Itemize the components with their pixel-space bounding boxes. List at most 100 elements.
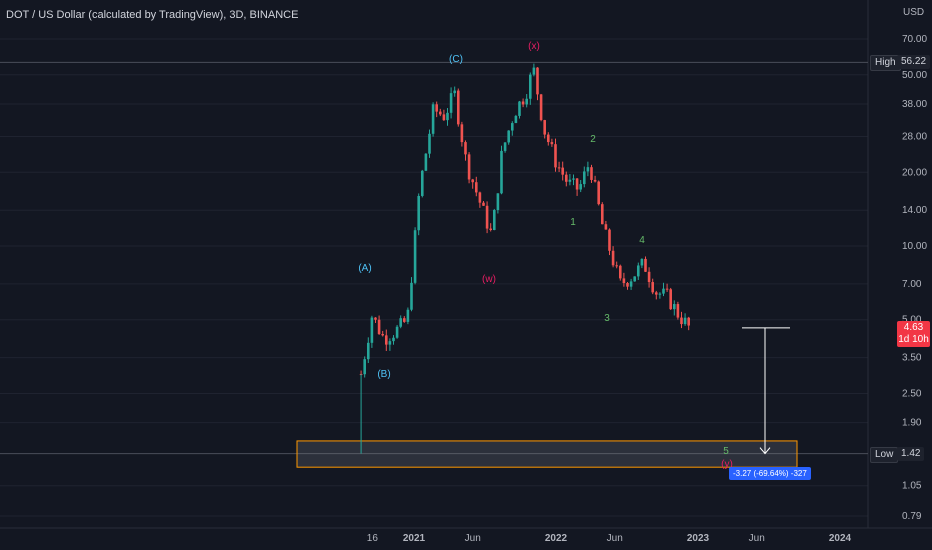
x-axis-tick-label: 2021 bbox=[403, 533, 426, 544]
candle-body bbox=[640, 258, 644, 266]
candle-body bbox=[485, 205, 489, 229]
candle-body bbox=[683, 317, 687, 325]
candle-body bbox=[410, 282, 413, 310]
candle-body bbox=[626, 283, 629, 287]
candle-body bbox=[388, 341, 392, 345]
wave-label-w: (w) bbox=[482, 274, 496, 285]
currency-label: USD bbox=[903, 7, 925, 18]
low-value: 1.42 bbox=[901, 448, 921, 459]
candle-body bbox=[510, 123, 514, 131]
candle-body bbox=[557, 167, 561, 169]
candle-body bbox=[474, 182, 478, 193]
y-axis-tick-label: 38.00 bbox=[902, 99, 927, 110]
candle-body bbox=[680, 317, 683, 325]
wave-label-n4: 4 bbox=[639, 235, 645, 246]
candle-body bbox=[665, 288, 669, 290]
y-axis-tick-label: 1.05 bbox=[902, 481, 922, 492]
candle-body bbox=[536, 67, 539, 95]
last-price-value: 4.63 bbox=[903, 322, 924, 333]
candle-body bbox=[669, 289, 672, 310]
candle-body bbox=[420, 170, 424, 196]
x-axis-tick-label: Jun bbox=[607, 533, 623, 544]
candle-body bbox=[622, 278, 626, 284]
candle-body bbox=[636, 265, 640, 277]
wave-label-x: (x) bbox=[528, 41, 540, 52]
candle-body bbox=[672, 304, 676, 310]
candle-body bbox=[417, 195, 420, 231]
candle-body bbox=[507, 130, 510, 143]
candle-body bbox=[471, 179, 474, 183]
candle-body bbox=[586, 167, 590, 172]
y-axis-tick-label: 7.00 bbox=[902, 279, 922, 290]
y-axis-tick-label: 20.00 bbox=[902, 167, 927, 178]
candle-body bbox=[611, 250, 615, 266]
chart-title: DOT / US Dollar (calculated by TradingVi… bbox=[6, 9, 299, 21]
candle-body bbox=[532, 67, 536, 75]
low-tag: Low bbox=[870, 447, 899, 463]
candle-body bbox=[424, 153, 428, 171]
x-axis-tick-label: 16 bbox=[367, 533, 379, 544]
candle-body bbox=[687, 317, 690, 326]
candle-body bbox=[633, 276, 636, 282]
candle-body bbox=[377, 319, 381, 334]
candle-body bbox=[597, 181, 600, 205]
x-axis-tick-label: 2023 bbox=[687, 533, 710, 544]
wave-label-n5: 5 bbox=[723, 446, 729, 457]
candle-body bbox=[600, 204, 604, 225]
y-axis-tick-label: 2.50 bbox=[902, 388, 922, 399]
candle-body bbox=[449, 93, 453, 113]
candle-body bbox=[500, 150, 503, 194]
candle-body bbox=[654, 292, 658, 295]
x-axis-tick-label: 2024 bbox=[829, 533, 852, 544]
measure-label[interactable]: -3.27 (-69.64%) -327 bbox=[729, 467, 811, 480]
y-axis-tick-label: 1.90 bbox=[902, 418, 922, 429]
candle-body bbox=[568, 179, 572, 182]
last-price-tag: 4.63 1d 10h bbox=[897, 321, 930, 347]
y-axis-tick-label: 0.79 bbox=[902, 511, 922, 522]
candle-body bbox=[478, 192, 482, 203]
candle-body bbox=[593, 179, 597, 182]
candle-body bbox=[492, 210, 496, 230]
candle-body bbox=[618, 265, 622, 279]
y-axis-tick-label: 28.00 bbox=[902, 131, 927, 142]
candle-body bbox=[590, 167, 593, 180]
candle-body bbox=[435, 104, 438, 112]
bar-countdown: 1d 10h bbox=[898, 334, 929, 345]
candle-body bbox=[572, 178, 575, 180]
candle-body bbox=[518, 101, 521, 116]
candle-body bbox=[608, 229, 611, 251]
candle-body bbox=[438, 111, 442, 115]
candle-body bbox=[363, 359, 366, 375]
candle-body bbox=[644, 258, 647, 272]
candle-body bbox=[413, 230, 417, 283]
candle-body bbox=[392, 337, 395, 342]
candle-body bbox=[374, 317, 377, 320]
candle-body bbox=[384, 335, 388, 345]
candle-body bbox=[662, 288, 665, 294]
candle-body bbox=[575, 178, 579, 190]
candle-body bbox=[453, 90, 456, 94]
measure-arrow-head bbox=[759, 447, 771, 455]
wave-label-c: (C) bbox=[449, 54, 463, 65]
target-zone bbox=[296, 440, 798, 468]
candle-body bbox=[446, 112, 449, 121]
candle-body bbox=[676, 304, 680, 318]
wave-label-n3: 3 bbox=[604, 313, 610, 324]
candle-body bbox=[489, 228, 492, 230]
x-axis-tick-label: Jun bbox=[465, 533, 481, 544]
candle-body bbox=[579, 184, 582, 190]
wave-label-a: (A) bbox=[358, 263, 371, 274]
candle-body bbox=[370, 317, 374, 343]
y-axis-tick-label: 70.00 bbox=[902, 34, 927, 45]
candle-body bbox=[431, 104, 435, 134]
y-axis-tick-label: 3.50 bbox=[902, 353, 922, 364]
candle-body bbox=[543, 120, 546, 135]
candle-body bbox=[554, 144, 557, 168]
x-axis-tick-label: Jun bbox=[749, 533, 765, 544]
y-axis-tick-label: 5.00 bbox=[902, 315, 922, 326]
wave-label-y: (y) bbox=[721, 459, 733, 470]
low-label: Low bbox=[875, 449, 894, 460]
candle-body bbox=[496, 193, 500, 211]
high-value-tag: 56.22 bbox=[897, 55, 931, 69]
